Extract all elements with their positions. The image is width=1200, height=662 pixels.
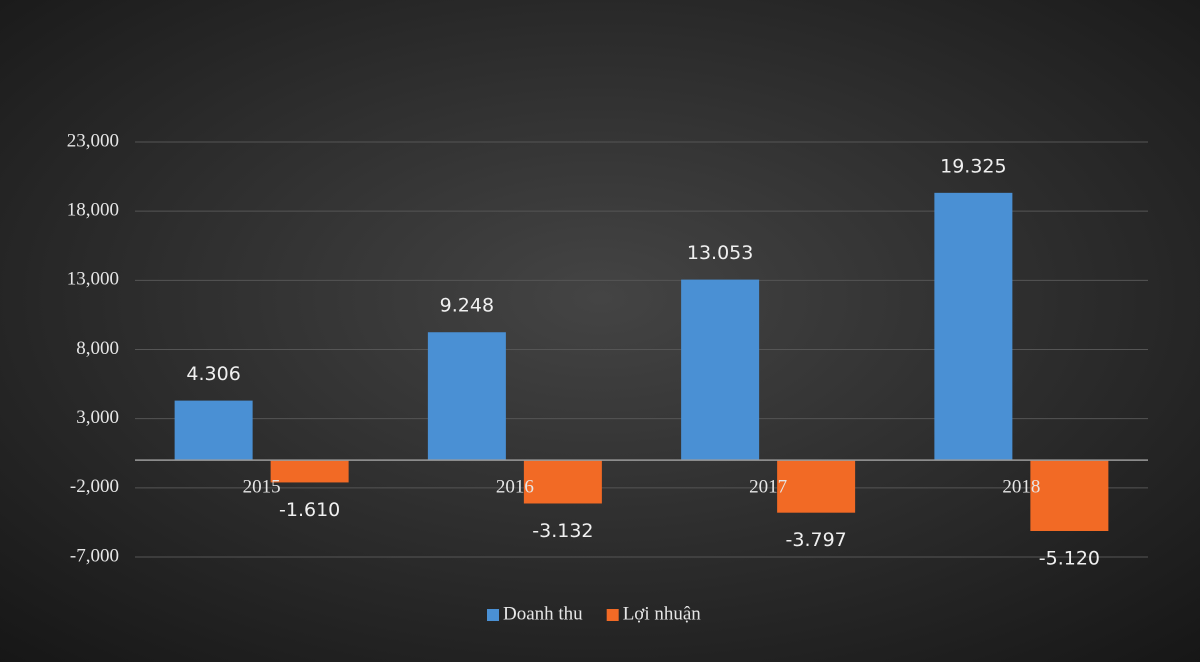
data-label: 13.053 — [687, 242, 753, 264]
bar — [934, 192, 1013, 461]
bar — [523, 460, 602, 504]
data-label: -3.797 — [786, 529, 847, 551]
data-label: -1.610 — [279, 499, 340, 521]
bar — [270, 460, 349, 483]
legend-swatch — [487, 609, 499, 621]
bar — [174, 400, 253, 461]
y-tick-label: -2,000 — [70, 476, 119, 497]
y-tick-label: 18,000 — [67, 200, 119, 221]
bar — [777, 460, 856, 513]
x-tick-label: 2018 — [1002, 477, 1040, 498]
data-label: 19.325 — [940, 155, 1006, 177]
y-tick-label: 23,000 — [67, 130, 119, 151]
data-label: -5.120 — [1039, 547, 1100, 569]
legend-label: Doanh thu — [503, 603, 583, 624]
data-label: -3.132 — [532, 520, 593, 542]
bar — [1030, 460, 1109, 531]
legend-swatch — [606, 609, 619, 621]
data-label: 9.248 — [440, 295, 494, 317]
y-tick-label: 13,000 — [67, 269, 119, 290]
bar — [681, 279, 760, 461]
x-tick-label: 2016 — [496, 477, 534, 498]
y-tick-label: 3,000 — [76, 407, 119, 428]
y-tick-label: 8,000 — [76, 338, 119, 359]
x-tick-label: 2015 — [243, 477, 281, 498]
legend-label: Lợi nhuận — [623, 603, 702, 624]
x-tick-label: 2017 — [749, 477, 787, 498]
bar — [427, 332, 506, 461]
data-label: 4.306 — [186, 363, 240, 385]
y-tick-label: -7,000 — [70, 545, 119, 566]
